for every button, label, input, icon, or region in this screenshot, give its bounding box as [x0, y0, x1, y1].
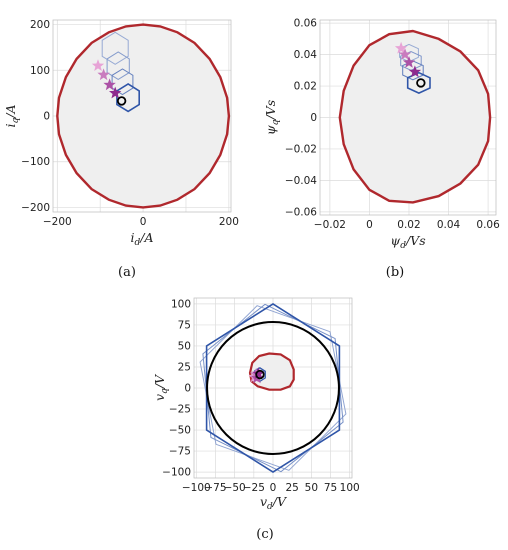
- reference-star-marker: [103, 78, 116, 91]
- y-tick-label: −200: [21, 202, 50, 214]
- reachable-hexagon: [101, 31, 129, 65]
- y-tick-label: 100: [30, 65, 50, 77]
- y-axis-label: iq/A: [3, 104, 21, 127]
- x-tick-label: 75: [324, 482, 337, 494]
- current-operating-point: [116, 96, 127, 106]
- y-tick-label: 0.06: [294, 18, 318, 30]
- x-axis-label: id/A: [130, 230, 153, 248]
- caption-b: (b): [386, 265, 404, 280]
- y-tick-label: −75: [169, 446, 191, 458]
- y-tick-label: 75: [178, 319, 191, 331]
- x-tick-label: 0.06: [476, 219, 500, 231]
- x-tick-label: 0: [270, 482, 277, 494]
- y-tick-label: 200: [30, 19, 50, 31]
- reference-star-marker: [402, 56, 416, 68]
- y-tick-label: 0: [43, 111, 50, 123]
- y-tick-label: 50: [178, 340, 191, 352]
- reference-star-marker: [408, 65, 422, 78]
- reachable-hexagon: [406, 71, 431, 94]
- plot-b-flux-plane: −0.02 0 0.02 0.04 0.06 −0.06 −0.04 −0.02 0 0.02 0.…: [263, 18, 500, 251]
- x-tick-label: 0: [366, 219, 373, 231]
- y-tick-label: 100: [171, 298, 191, 310]
- plot-frame: [52, 19, 232, 213]
- y-tick-label: −50: [169, 425, 191, 437]
- y-axis-label: vq/V: [152, 373, 170, 401]
- reachable-hexagon: [400, 50, 422, 71]
- y-tick-label: 0: [184, 383, 191, 395]
- voltage-limit-circle: [206, 321, 340, 455]
- plot-frame: [319, 19, 497, 216]
- y-tick-label: −25: [169, 404, 191, 416]
- x-tick-label: −0.02: [314, 219, 346, 231]
- current-operating-point: [255, 369, 265, 380]
- reference-star-marker: [398, 48, 412, 60]
- x-tick-label: −25: [243, 482, 265, 494]
- operating-limit-curve: [338, 29, 492, 204]
- x-tick-label: 0.02: [397, 219, 420, 231]
- plot-frame: [193, 297, 353, 479]
- voltage-hexagon: [199, 305, 347, 471]
- x-tick-label: 50: [305, 482, 318, 494]
- plot-c-voltage-plane: −100−75−50−25 0 25 50 75 100−100−75−50−250255…: [152, 297, 360, 512]
- reference-star-marker: [109, 86, 122, 99]
- y-tick-label: −0.06: [285, 206, 317, 218]
- y-tick-label: −100: [162, 467, 191, 479]
- voltage-hexagon: [205, 302, 341, 474]
- reachable-hexagon: [399, 43, 419, 63]
- reference-star-marker: [97, 68, 110, 81]
- current-operating-point: [416, 78, 426, 88]
- x-tick-label: −200: [43, 216, 72, 228]
- y-tick-label: 0.04: [294, 49, 318, 61]
- y-tick-label: −0.04: [285, 175, 317, 187]
- caption-c: (c): [256, 527, 273, 542]
- y-tick-label: 0: [310, 112, 317, 124]
- reachable-hexagon: [116, 83, 140, 113]
- reference-star-marker: [252, 367, 265, 379]
- y-tick-label: −100: [21, 156, 50, 168]
- x-tick-label: 25: [285, 482, 298, 494]
- x-tick-label: 0: [140, 216, 147, 228]
- operating-limit-curve: [56, 23, 231, 209]
- x-axis-label: ψd/Vs: [390, 233, 425, 251]
- plot-a-id-iq-plane: −200 0 200 −200 −100 0 100 200 id/A iq/A: [3, 19, 239, 248]
- x-tick-label: −100: [182, 482, 211, 494]
- x-tick-label: 100: [340, 482, 360, 494]
- voltage-hexagon: [202, 303, 344, 473]
- x-tick-label: 200: [219, 216, 239, 228]
- x-axis-label: vd/V: [260, 494, 288, 512]
- y-axis-label: ψq/Vs: [263, 100, 281, 135]
- reference-star-marker: [394, 41, 408, 54]
- y-tick-label: −0.02: [285, 143, 317, 155]
- y-tick-label: 0.02: [294, 81, 317, 93]
- y-tick-label: 25: [178, 361, 191, 373]
- caption-a: (a): [118, 265, 136, 280]
- x-tick-label: 0.04: [437, 219, 461, 231]
- reference-star-marker: [91, 59, 105, 71]
- x-tick-label: −50: [224, 482, 246, 494]
- x-tick-label: −75: [204, 482, 226, 494]
